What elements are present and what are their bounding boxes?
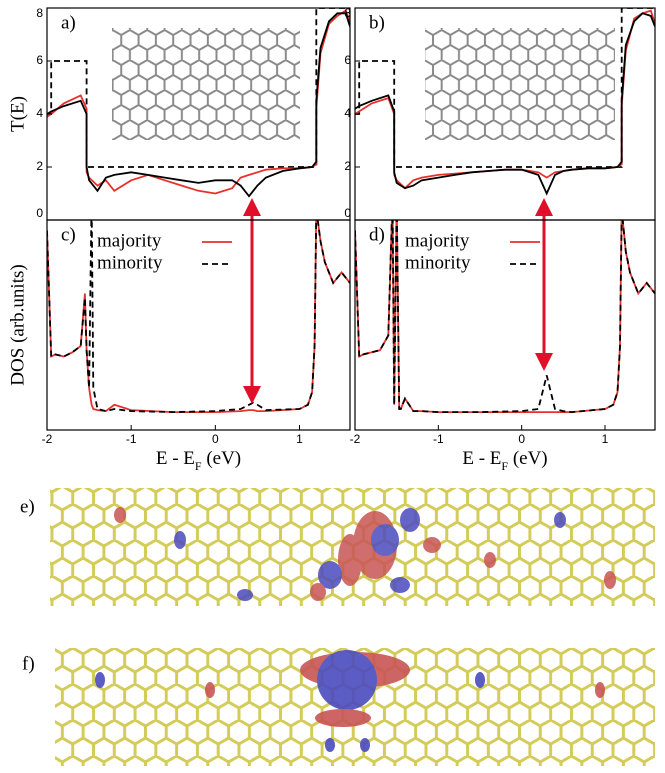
- x-tick-label: 1: [602, 432, 609, 446]
- page: {"chart_data": [ {"type": "line", "panel…: [0, 0, 665, 773]
- y-tick-label: 4: [344, 106, 351, 120]
- structure-inset: [425, 28, 615, 140]
- x-axis-label-part: (eV): [202, 448, 242, 469]
- y-tick-label: 6: [36, 53, 43, 67]
- x-tick-label: -2: [42, 432, 53, 446]
- structure-inset: [112, 28, 300, 140]
- panel-label: f): [22, 653, 35, 674]
- y-tick-label: 6: [344, 53, 351, 67]
- y-tick-label: 8: [36, 6, 43, 20]
- y-tick-label: 8: [344, 6, 351, 20]
- x-axis-label: E - EF (eV): [462, 448, 547, 472]
- x-axis-label-part: (eV): [508, 448, 548, 469]
- series-line: [47, 199, 350, 412]
- legend-label: minority: [97, 252, 163, 273]
- series-line: [355, 199, 655, 412]
- x-axis-label: E - EF (eV): [156, 448, 241, 472]
- panel-label: e): [20, 496, 35, 517]
- legend-label: majority: [97, 230, 162, 251]
- x-axis-label-part: E - E: [462, 448, 501, 469]
- panel-label: b): [369, 12, 385, 33]
- panel-label: a): [61, 12, 76, 33]
- x-axis-label-part: E - E: [156, 448, 195, 469]
- y-tick-label: 2: [36, 159, 43, 173]
- figure: e) f) 0 2 4 6 8 a) T(E) 0 2 4 6 8 b) -2 -1 0 1 c) DOS (arb…: [0, 0, 665, 773]
- y-tick-label: 0: [344, 206, 351, 220]
- x-tick-label: 0: [212, 432, 219, 446]
- panel-label: c): [61, 224, 76, 245]
- plot-area: [355, 199, 655, 412]
- x-tick-label: -2: [350, 432, 361, 446]
- frame: [355, 220, 655, 430]
- series-line: [355, 199, 655, 412]
- plot-area: [47, 199, 350, 412]
- x-tick-label: -1: [433, 432, 444, 446]
- legend-label: majority: [405, 230, 470, 251]
- y-axis-label: T(E): [7, 96, 28, 132]
- x-tick-label: -1: [126, 432, 137, 446]
- y-tick-label: 4: [36, 106, 43, 120]
- x-tick-label: 0: [518, 432, 525, 446]
- y-tick-label: 0: [36, 206, 43, 220]
- panel-label: d): [369, 224, 385, 245]
- y-axis-label: DOS (arb.units): [7, 264, 28, 385]
- y-tick-label: 2: [344, 159, 351, 173]
- legend-label: minority: [405, 252, 471, 273]
- x-tick-label: 1: [296, 432, 303, 446]
